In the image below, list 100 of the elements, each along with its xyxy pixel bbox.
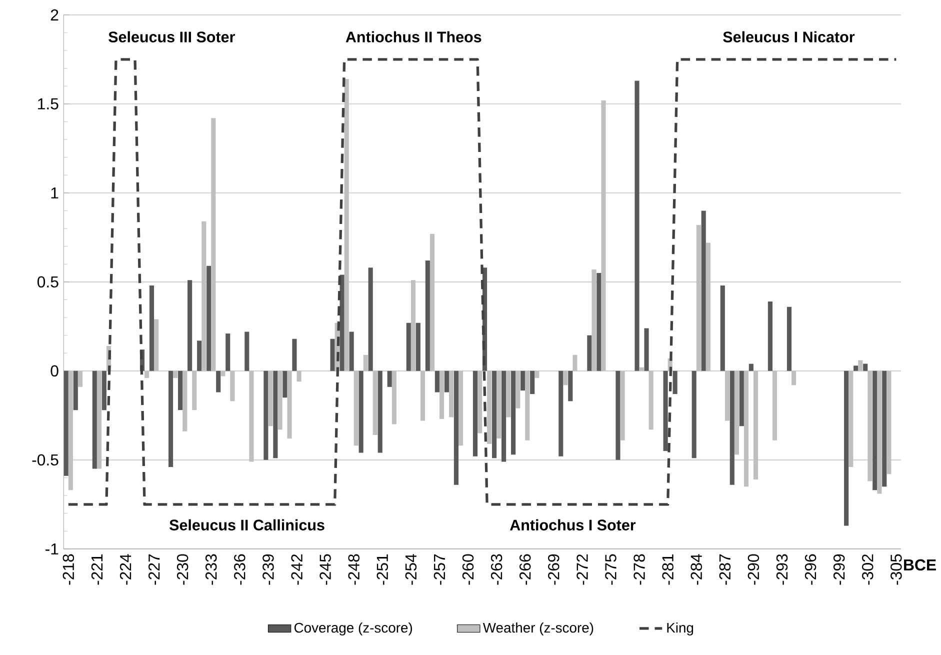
y-tick-label: -1 [46,543,58,554]
bar [349,332,354,371]
bar [596,272,602,371]
x-tick-label: -218 [62,554,74,585]
bar [492,370,497,458]
bar [444,370,449,392]
bar [663,370,668,451]
bar [706,242,710,371]
annotation: Seleucus I Nicator [723,31,855,42]
bar [863,364,868,371]
bar [672,370,678,394]
bar [425,260,430,371]
bar [420,370,426,421]
legend-label: King [667,622,694,636]
bar [530,370,535,394]
y-tick-label: 1 [51,187,58,198]
bar [392,370,396,424]
bar [230,370,235,402]
bar [406,322,411,371]
bar [340,274,344,371]
bar [244,332,250,371]
bar [744,370,749,486]
bar [211,118,216,371]
x-tick-label: -239 [262,554,274,585]
bar [197,340,202,371]
bar [768,301,772,371]
bar [358,370,364,453]
bar [378,370,382,453]
y-tick-label: -0.5 [32,454,58,466]
bar [734,370,740,454]
bar [511,370,516,454]
bar [792,370,796,385]
bar [563,370,568,385]
bar [220,370,226,376]
bar [601,100,606,371]
bar [178,370,183,410]
x-tick-label: -299 [833,554,845,585]
x-tick-label: -236 [234,554,246,585]
bar [102,370,106,410]
bar [387,370,392,387]
bar [692,370,696,458]
bar [886,370,892,474]
bar [872,370,878,490]
x-tick-label: -281 [662,554,674,585]
bar [572,354,578,371]
bar [282,370,288,398]
bar [868,370,872,482]
bar [268,370,273,426]
x-tick-label: -251 [376,554,388,585]
bar [720,285,725,371]
bar [496,370,502,438]
bar [696,224,701,371]
annotation: Antiochus I Soter [510,519,636,530]
bar [96,370,102,469]
bar [192,370,197,410]
bar [739,370,744,426]
x-tick-label: -248 [348,554,360,585]
x-tick-label: -245 [320,554,331,585]
bar [858,360,863,371]
bar [287,370,292,438]
bar [587,335,592,371]
bar [502,370,506,462]
bar [68,370,73,490]
bar [592,269,596,371]
bar [292,338,297,371]
x-tick-label: -269 [548,554,560,585]
bar [882,370,887,486]
x-tick-label: -233 [205,554,217,585]
bar [206,266,212,371]
y-tick-label: 1.5 [38,98,58,110]
bar [278,370,282,430]
bar [372,370,378,435]
legend-label: Coverage (z-score) [294,622,412,636]
bar [520,370,526,390]
x-tick-label: -221 [91,554,102,585]
bar [854,365,858,371]
bar [202,221,206,371]
bar [753,370,758,480]
bar [506,370,511,418]
x-tick-label: -293 [776,554,788,585]
bar [516,370,520,408]
bar [525,370,530,440]
bar [149,285,154,371]
x-tick-label: -227 [148,554,160,585]
x-tick-label: -287 [719,554,731,585]
bar [487,370,492,444]
bar [454,370,459,485]
bar [188,280,192,371]
y-tick-label: 2 [50,9,58,20]
x-tick-label: -272 [576,554,588,585]
bar [64,370,68,476]
bar [786,306,792,371]
bar [730,370,734,485]
x-tick-label: -302 [862,554,874,585]
bar [368,268,373,371]
bar [877,370,882,494]
annotation: Seleucus III Soter [108,31,235,42]
x-tick-label: -257 [434,554,446,585]
bar [344,78,349,371]
x-tick-label: -278 [634,554,645,585]
